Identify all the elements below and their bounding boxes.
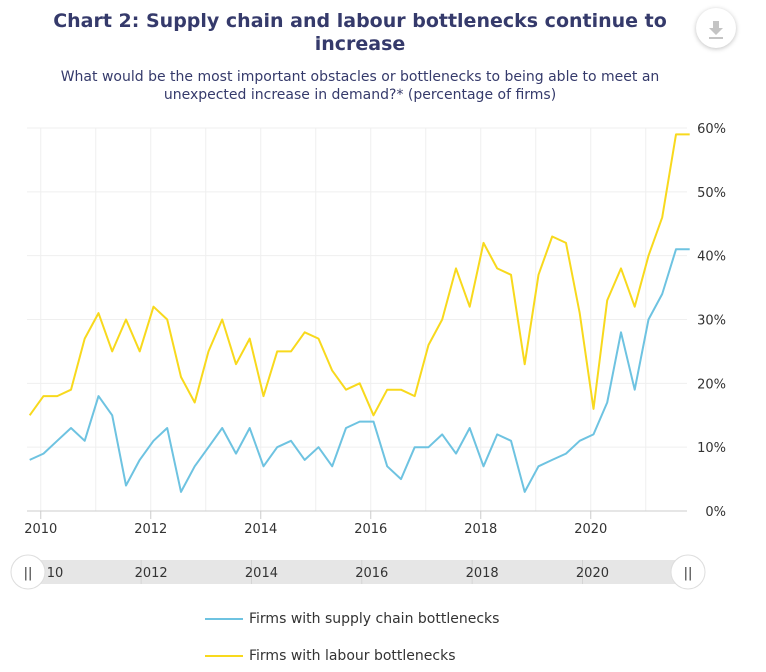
navigator-handle-left[interactable] bbox=[10, 554, 46, 590]
download-icon bbox=[709, 21, 723, 39]
navigator-label: 2018 bbox=[466, 566, 499, 581]
navigator-handle-right-grip-icon: || bbox=[684, 566, 693, 581]
legend-item-supply-chain[interactable]: Firms with supply chain bottlenecks bbox=[205, 609, 499, 629]
legend-item-labour[interactable]: Firms with labour bottlenecks bbox=[205, 646, 456, 666]
x-tick-label: 2020 bbox=[574, 522, 607, 537]
navigator-label: 10 bbox=[47, 566, 64, 581]
legend-swatch-labour bbox=[205, 655, 243, 657]
navigator-label: 2016 bbox=[355, 566, 388, 581]
series-line-labour bbox=[28, 133, 690, 417]
navigator-label: 2020 bbox=[576, 566, 609, 581]
x-tick-label: 2014 bbox=[244, 522, 277, 537]
series-line-supply-chain bbox=[29, 248, 690, 493]
navigator-label: 2012 bbox=[135, 566, 168, 581]
y-tick-label: 40% bbox=[697, 250, 726, 265]
navigator-track[interactable] bbox=[27, 560, 689, 584]
x-tick-label: 2010 bbox=[24, 522, 57, 537]
axes: 0% 10% 20% 30% 40% 50% 60% 2010 2012 2014 2016 2018… bbox=[24, 122, 726, 537]
navigator-label: 2014 bbox=[245, 566, 278, 581]
x-tick-label: 2012 bbox=[134, 522, 167, 537]
y-tick-label: 10% bbox=[697, 441, 726, 456]
x-tick-label: 2016 bbox=[354, 522, 387, 537]
y-tick-label: 30% bbox=[697, 314, 726, 329]
download-button[interactable] bbox=[696, 8, 736, 48]
navigator-handle-right[interactable] bbox=[670, 554, 706, 590]
legend-label-labour: Firms with labour bottlenecks bbox=[249, 648, 456, 664]
legend-swatch-supply-chain bbox=[205, 618, 243, 620]
y-tick-label: 50% bbox=[697, 186, 726, 201]
chart-title: Chart 2: Supply chain and labour bottlen… bbox=[53, 10, 667, 55]
legend-label-supply-chain: Firms with supply chain bottlenecks bbox=[249, 611, 500, 627]
x-tick-label: 2018 bbox=[464, 522, 497, 537]
line-chart: 0% 10% 20% 30% 40% 50% 60% 2010 2012 2014 2016 2018… bbox=[10, 122, 726, 590]
y-tick-label: 20% bbox=[697, 377, 726, 392]
y-tick-label: 0% bbox=[705, 505, 726, 520]
y-tick-label: 60% bbox=[697, 122, 726, 137]
chart-subtitle: What would be the most important obstacl… bbox=[60, 69, 660, 103]
navigator-handle-left-grip-icon: || bbox=[24, 566, 33, 581]
series-lines bbox=[28, 133, 690, 493]
range-navigator[interactable]: 10 2012 2014 2016 2018 2020 || || bbox=[10, 554, 706, 590]
